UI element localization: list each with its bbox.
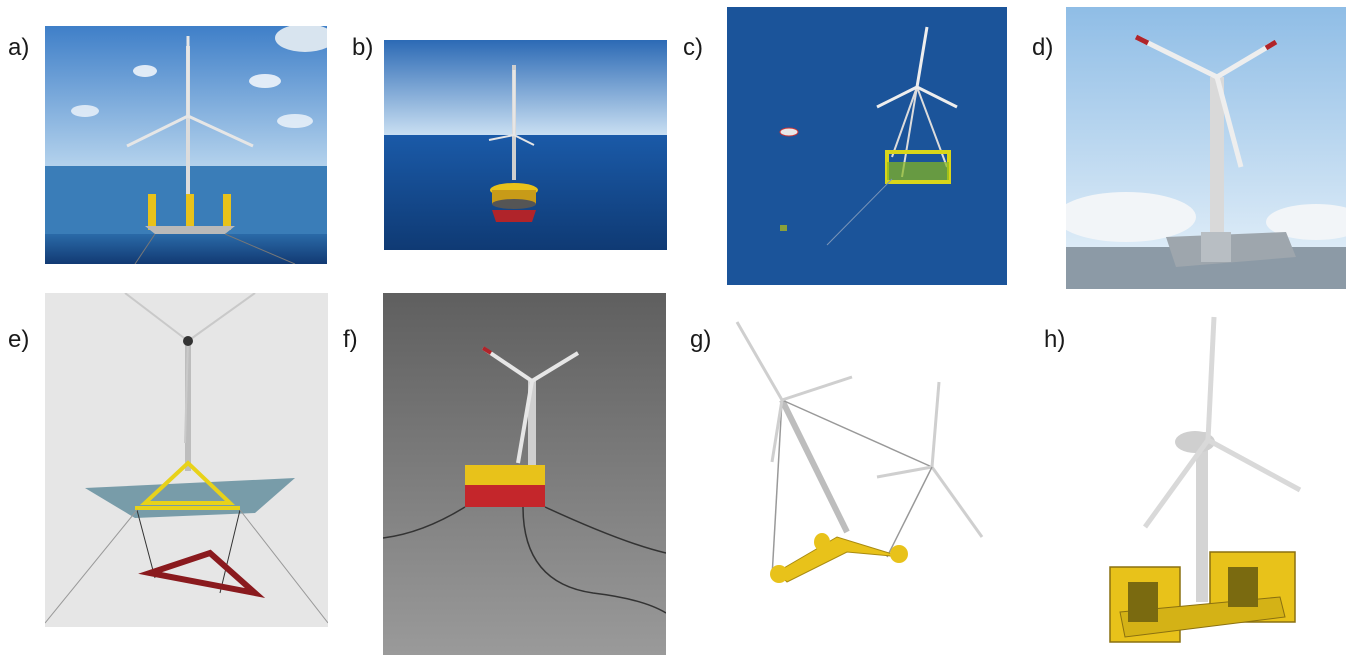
floating-turbine-h-icon xyxy=(1100,312,1305,664)
floating-turbine-b-icon xyxy=(384,40,667,250)
panel-label-d: d) xyxy=(1032,34,1054,61)
panel-label-b: b) xyxy=(352,34,374,61)
panel-label-c: c) xyxy=(683,34,703,61)
panel-h-image xyxy=(1100,312,1305,664)
panel-b-image xyxy=(384,40,667,250)
panel-label-f: f) xyxy=(343,326,358,353)
panel-label-g: g) xyxy=(690,326,712,353)
floating-turbine-c-icon xyxy=(727,7,1007,285)
panel-d-image xyxy=(1066,7,1346,289)
floating-turbine-a-icon xyxy=(45,26,327,264)
panel-e-image xyxy=(45,293,328,627)
panel-a-image xyxy=(45,26,327,264)
floating-turbine-d-icon xyxy=(1066,7,1346,289)
panel-label-e: e) xyxy=(8,326,30,353)
floating-turbine-f-icon xyxy=(383,293,666,655)
panel-g-image xyxy=(727,312,1012,608)
floating-turbine-e-icon xyxy=(45,293,328,627)
panel-label-a: a) xyxy=(8,34,30,61)
panel-f-image xyxy=(383,293,666,655)
panel-c-image xyxy=(727,7,1007,285)
panel-label-h: h) xyxy=(1044,326,1066,353)
floating-turbine-g-icon xyxy=(727,312,1012,608)
